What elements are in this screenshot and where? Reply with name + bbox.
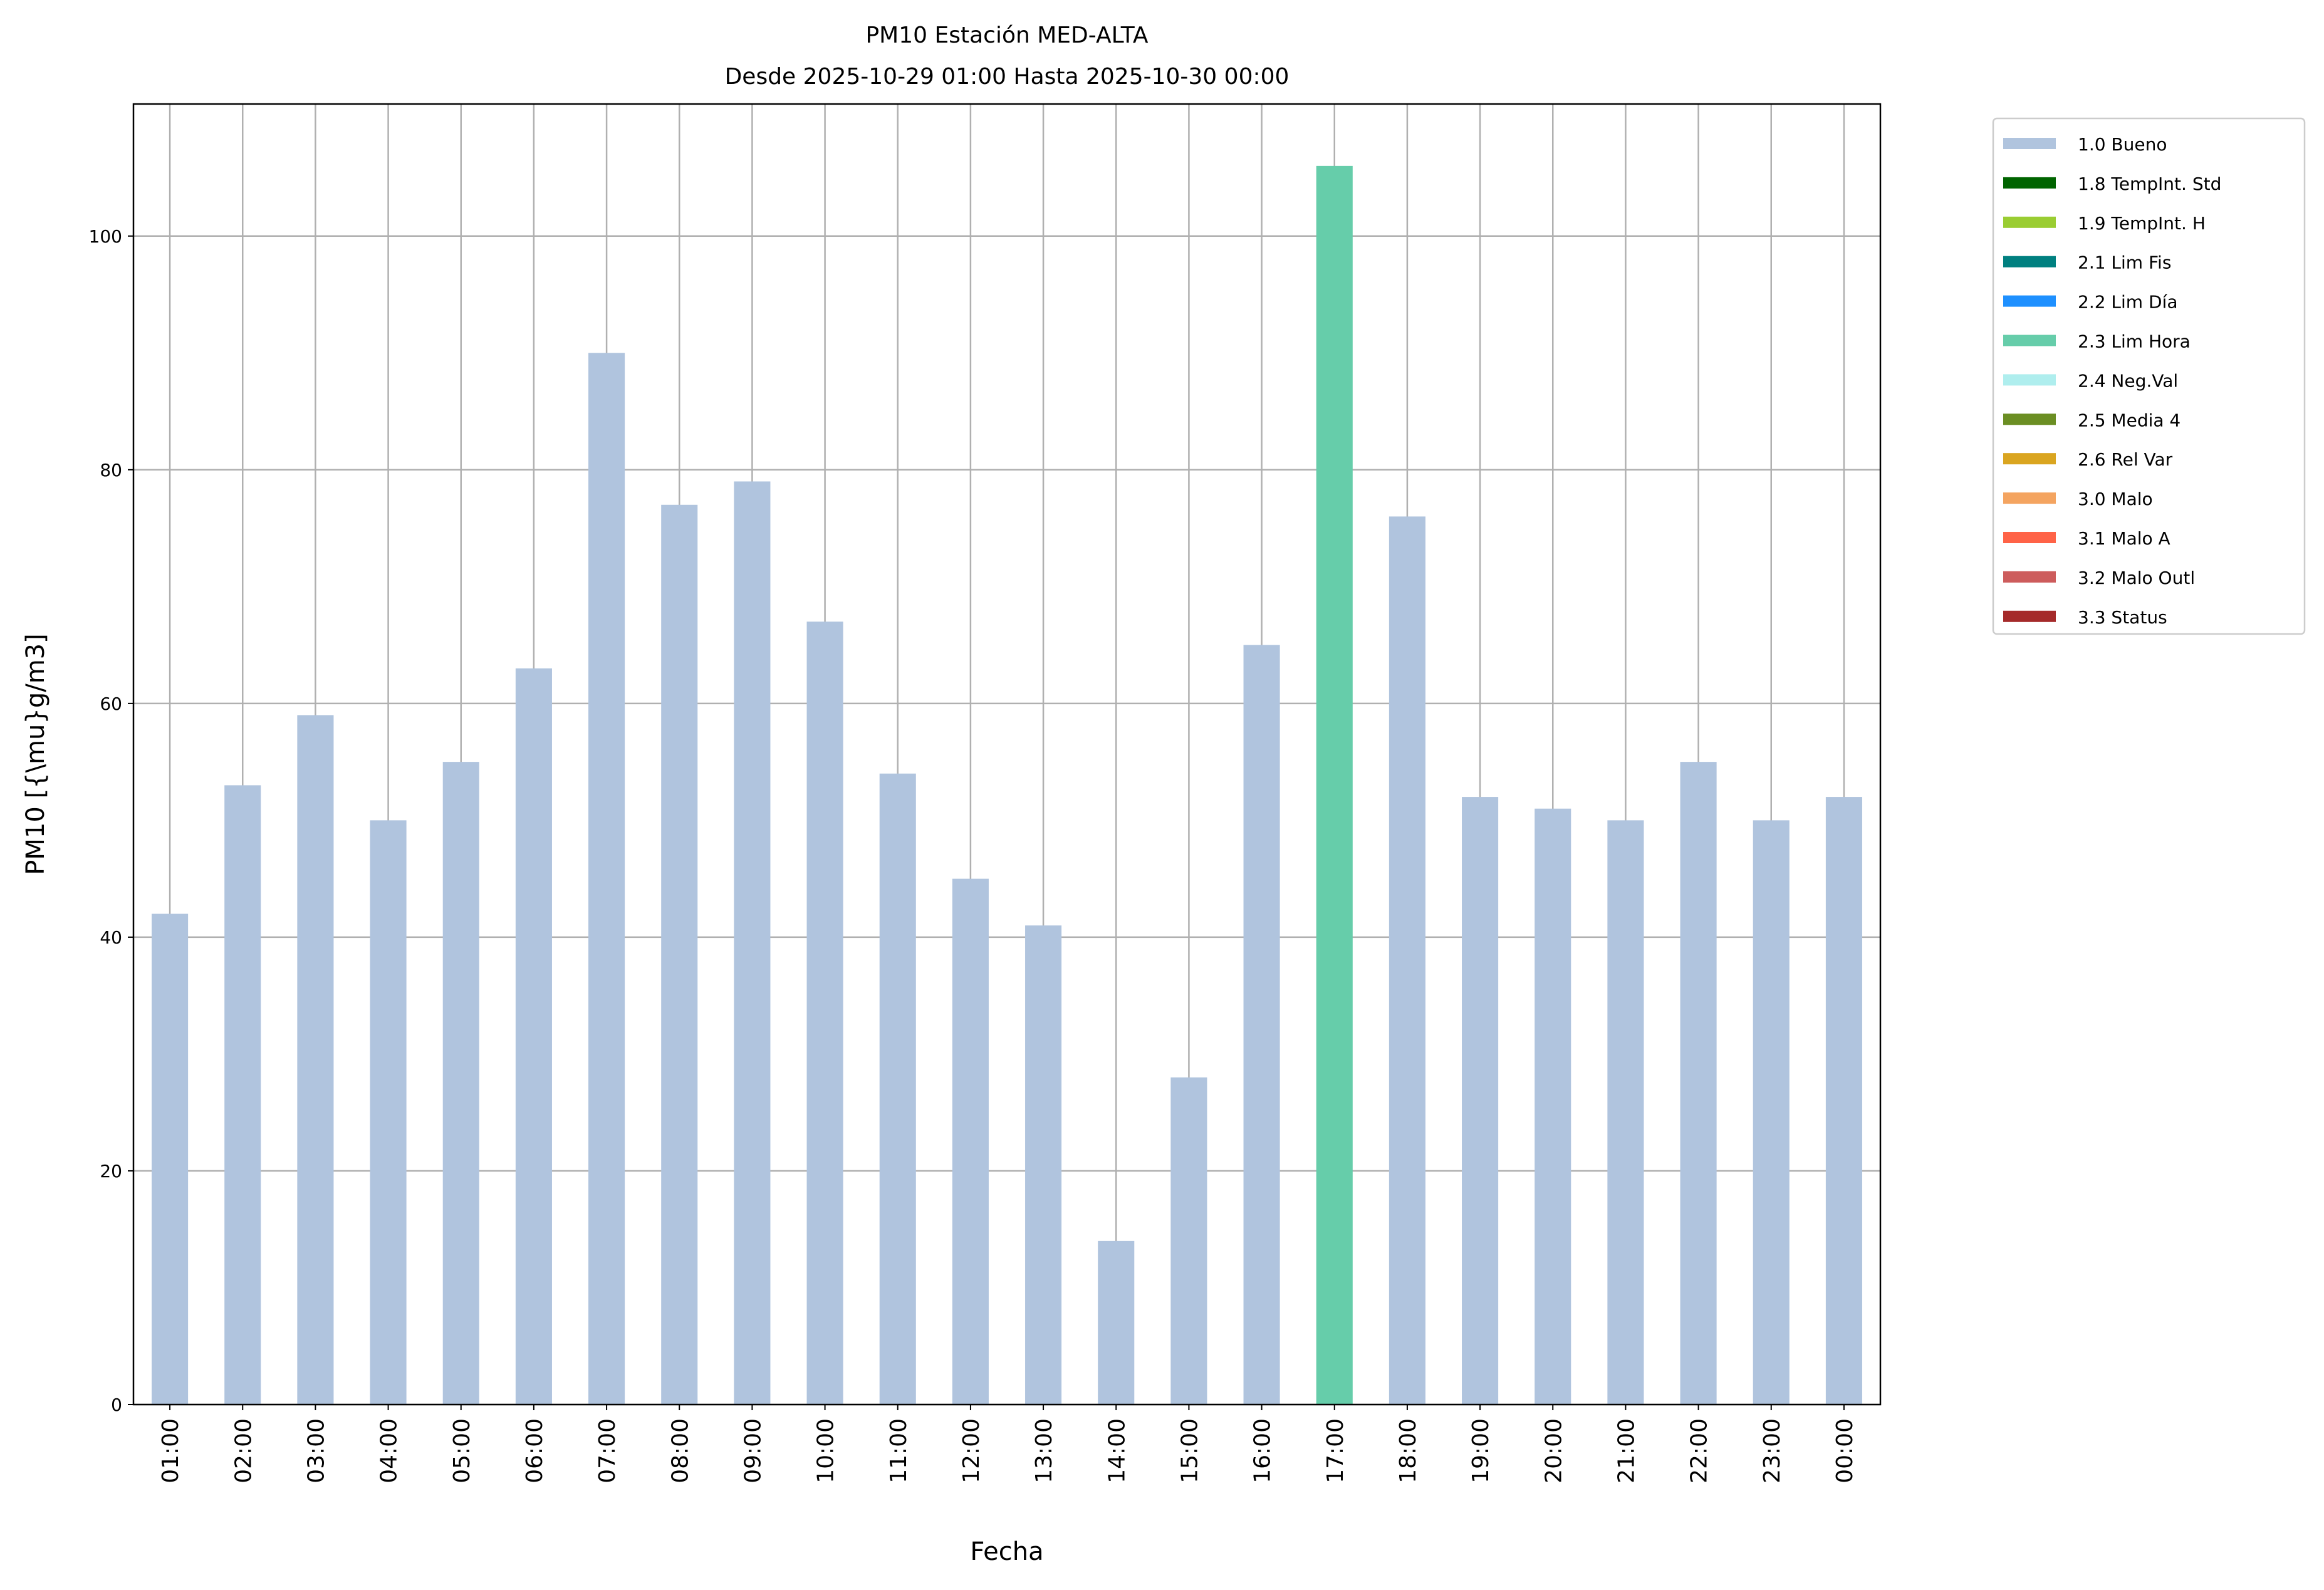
bar-10:00 [806, 621, 843, 1405]
legend-swatch [2003, 216, 2056, 228]
y-tick-label: 100 [89, 226, 122, 247]
x-tick-label: 14:00 [1104, 1418, 1130, 1483]
legend-swatch [2003, 532, 2056, 543]
x-tick-label: 05:00 [449, 1418, 475, 1483]
legend-label: 1.8 TempInt. Std [2078, 174, 2221, 194]
bar-14:00 [1098, 1240, 1135, 1405]
legend-swatch [2003, 492, 2056, 504]
y-axis-label: PM10 [{\mu}g/m3] [21, 633, 50, 875]
x-tick-label: 17:00 [1323, 1418, 1348, 1483]
x-tick-label: 20:00 [1541, 1418, 1566, 1483]
x-tick-label: 09:00 [740, 1418, 766, 1483]
x-tick-label: 02:00 [231, 1418, 256, 1483]
legend-swatch [2003, 295, 2056, 307]
x-tick-label: 12:00 [959, 1418, 984, 1483]
x-axis-label: Fecha [970, 1537, 1043, 1566]
legend-label: 2.2 Lim Día [2078, 292, 2177, 313]
legend-swatch [2003, 138, 2056, 149]
bar-20:00 [1535, 808, 1571, 1405]
y-tick-label: 60 [100, 694, 122, 714]
legend-label: 3.0 Malo [2078, 489, 2153, 509]
x-tick-label: 03:00 [303, 1418, 329, 1483]
x-tick-label: 06:00 [522, 1418, 548, 1483]
bar-16:00 [1243, 645, 1280, 1405]
x-tick-label: 07:00 [595, 1418, 620, 1483]
legend-swatch [2003, 374, 2056, 386]
legend-label: 3.1 Malo A [2078, 528, 2170, 549]
legend-label: 3.3 Status [2078, 607, 2167, 628]
x-tick-label: 13:00 [1031, 1418, 1057, 1483]
legend-swatch [2003, 413, 2056, 425]
y-tick-label: 80 [100, 460, 122, 481]
x-tick-label: 00:00 [1832, 1418, 1858, 1483]
legend-swatch [2003, 453, 2056, 465]
legend-swatch [2003, 177, 2056, 189]
x-tick-label: 21:00 [1613, 1418, 1639, 1483]
bar-21:00 [1607, 820, 1644, 1405]
y-tick-label: 0 [111, 1395, 122, 1415]
legend-label: 2.4 Neg.Val [2078, 370, 2178, 391]
bar-12:00 [952, 878, 989, 1405]
x-tick-label: 15:00 [1177, 1418, 1202, 1483]
legend-label: 1.0 Bueno [2078, 134, 2167, 155]
bar-01:00 [152, 913, 189, 1405]
legend-swatch [2003, 335, 2056, 346]
x-tick-label: 16:00 [1250, 1418, 1276, 1483]
bar-17:00 [1316, 165, 1353, 1405]
bars [152, 165, 1862, 1405]
y-tick-label: 20 [100, 1161, 122, 1182]
bar-04:00 [370, 820, 407, 1405]
y-tick-label: 40 [100, 927, 122, 948]
x-axis: 01:00 02:00 03:00 04:00 05:00 06:00 07:00 08:00… [158, 1405, 1858, 1483]
bar-03:00 [297, 715, 334, 1405]
x-tick-label: 19:00 [1468, 1418, 1494, 1483]
legend-swatch [2003, 571, 2056, 583]
bar-06:00 [515, 668, 552, 1405]
bar-15:00 [1170, 1077, 1207, 1405]
y-axis: 0 20 40 60 80 100 [89, 226, 133, 1415]
legend-swatch [2003, 256, 2056, 268]
x-tick-label: 23:00 [1759, 1418, 1785, 1483]
x-tick-label: 04:00 [377, 1418, 402, 1483]
bar-13:00 [1025, 925, 1062, 1405]
legend-frame [1992, 117, 2306, 635]
legend-label: 3.2 Malo Outl [2078, 568, 2195, 588]
x-tick-label: 18:00 [1395, 1418, 1421, 1483]
x-tick-label: 10:00 [813, 1418, 839, 1483]
legend-label: 2.1 Lim Fis [2078, 252, 2171, 273]
bar-09:00 [734, 481, 771, 1405]
bar-07:00 [588, 353, 625, 1405]
bar-05:00 [442, 762, 479, 1405]
bar-22:00 [1680, 762, 1717, 1405]
bar-23:00 [1753, 820, 1790, 1405]
legend-label: 2.3 Lim Hora [2078, 331, 2191, 352]
legend: 1.0 Bueno 1.8 TempInt. Std 1.9 TempInt. H 2… [1992, 117, 2306, 635]
chart-title: PM10 Estación MED-ALTA [865, 23, 1148, 48]
bar-08:00 [661, 504, 698, 1405]
bar-18:00 [1389, 516, 1425, 1405]
bar-00:00 [1825, 797, 1862, 1405]
bar-19:00 [1462, 797, 1499, 1405]
x-tick-label: 22:00 [1687, 1418, 1712, 1483]
legend-label: 2.5 Media 4 [2078, 410, 2181, 430]
x-tick-label: 08:00 [667, 1418, 693, 1483]
bar-11:00 [879, 773, 916, 1405]
x-tick-label: 11:00 [886, 1418, 912, 1483]
chart-subtitle: Desde 2025-10-29 01:00 Hasta 2025-10-30 … [725, 64, 1290, 90]
plot-frame [132, 103, 1882, 1406]
legend-label: 2.6 Rel Var [2078, 449, 2173, 470]
legend-label: 1.9 TempInt. H [2078, 213, 2206, 234]
bar-02:00 [224, 785, 261, 1405]
legend-swatch [2003, 610, 2056, 622]
x-tick-label: 01:00 [158, 1418, 184, 1483]
